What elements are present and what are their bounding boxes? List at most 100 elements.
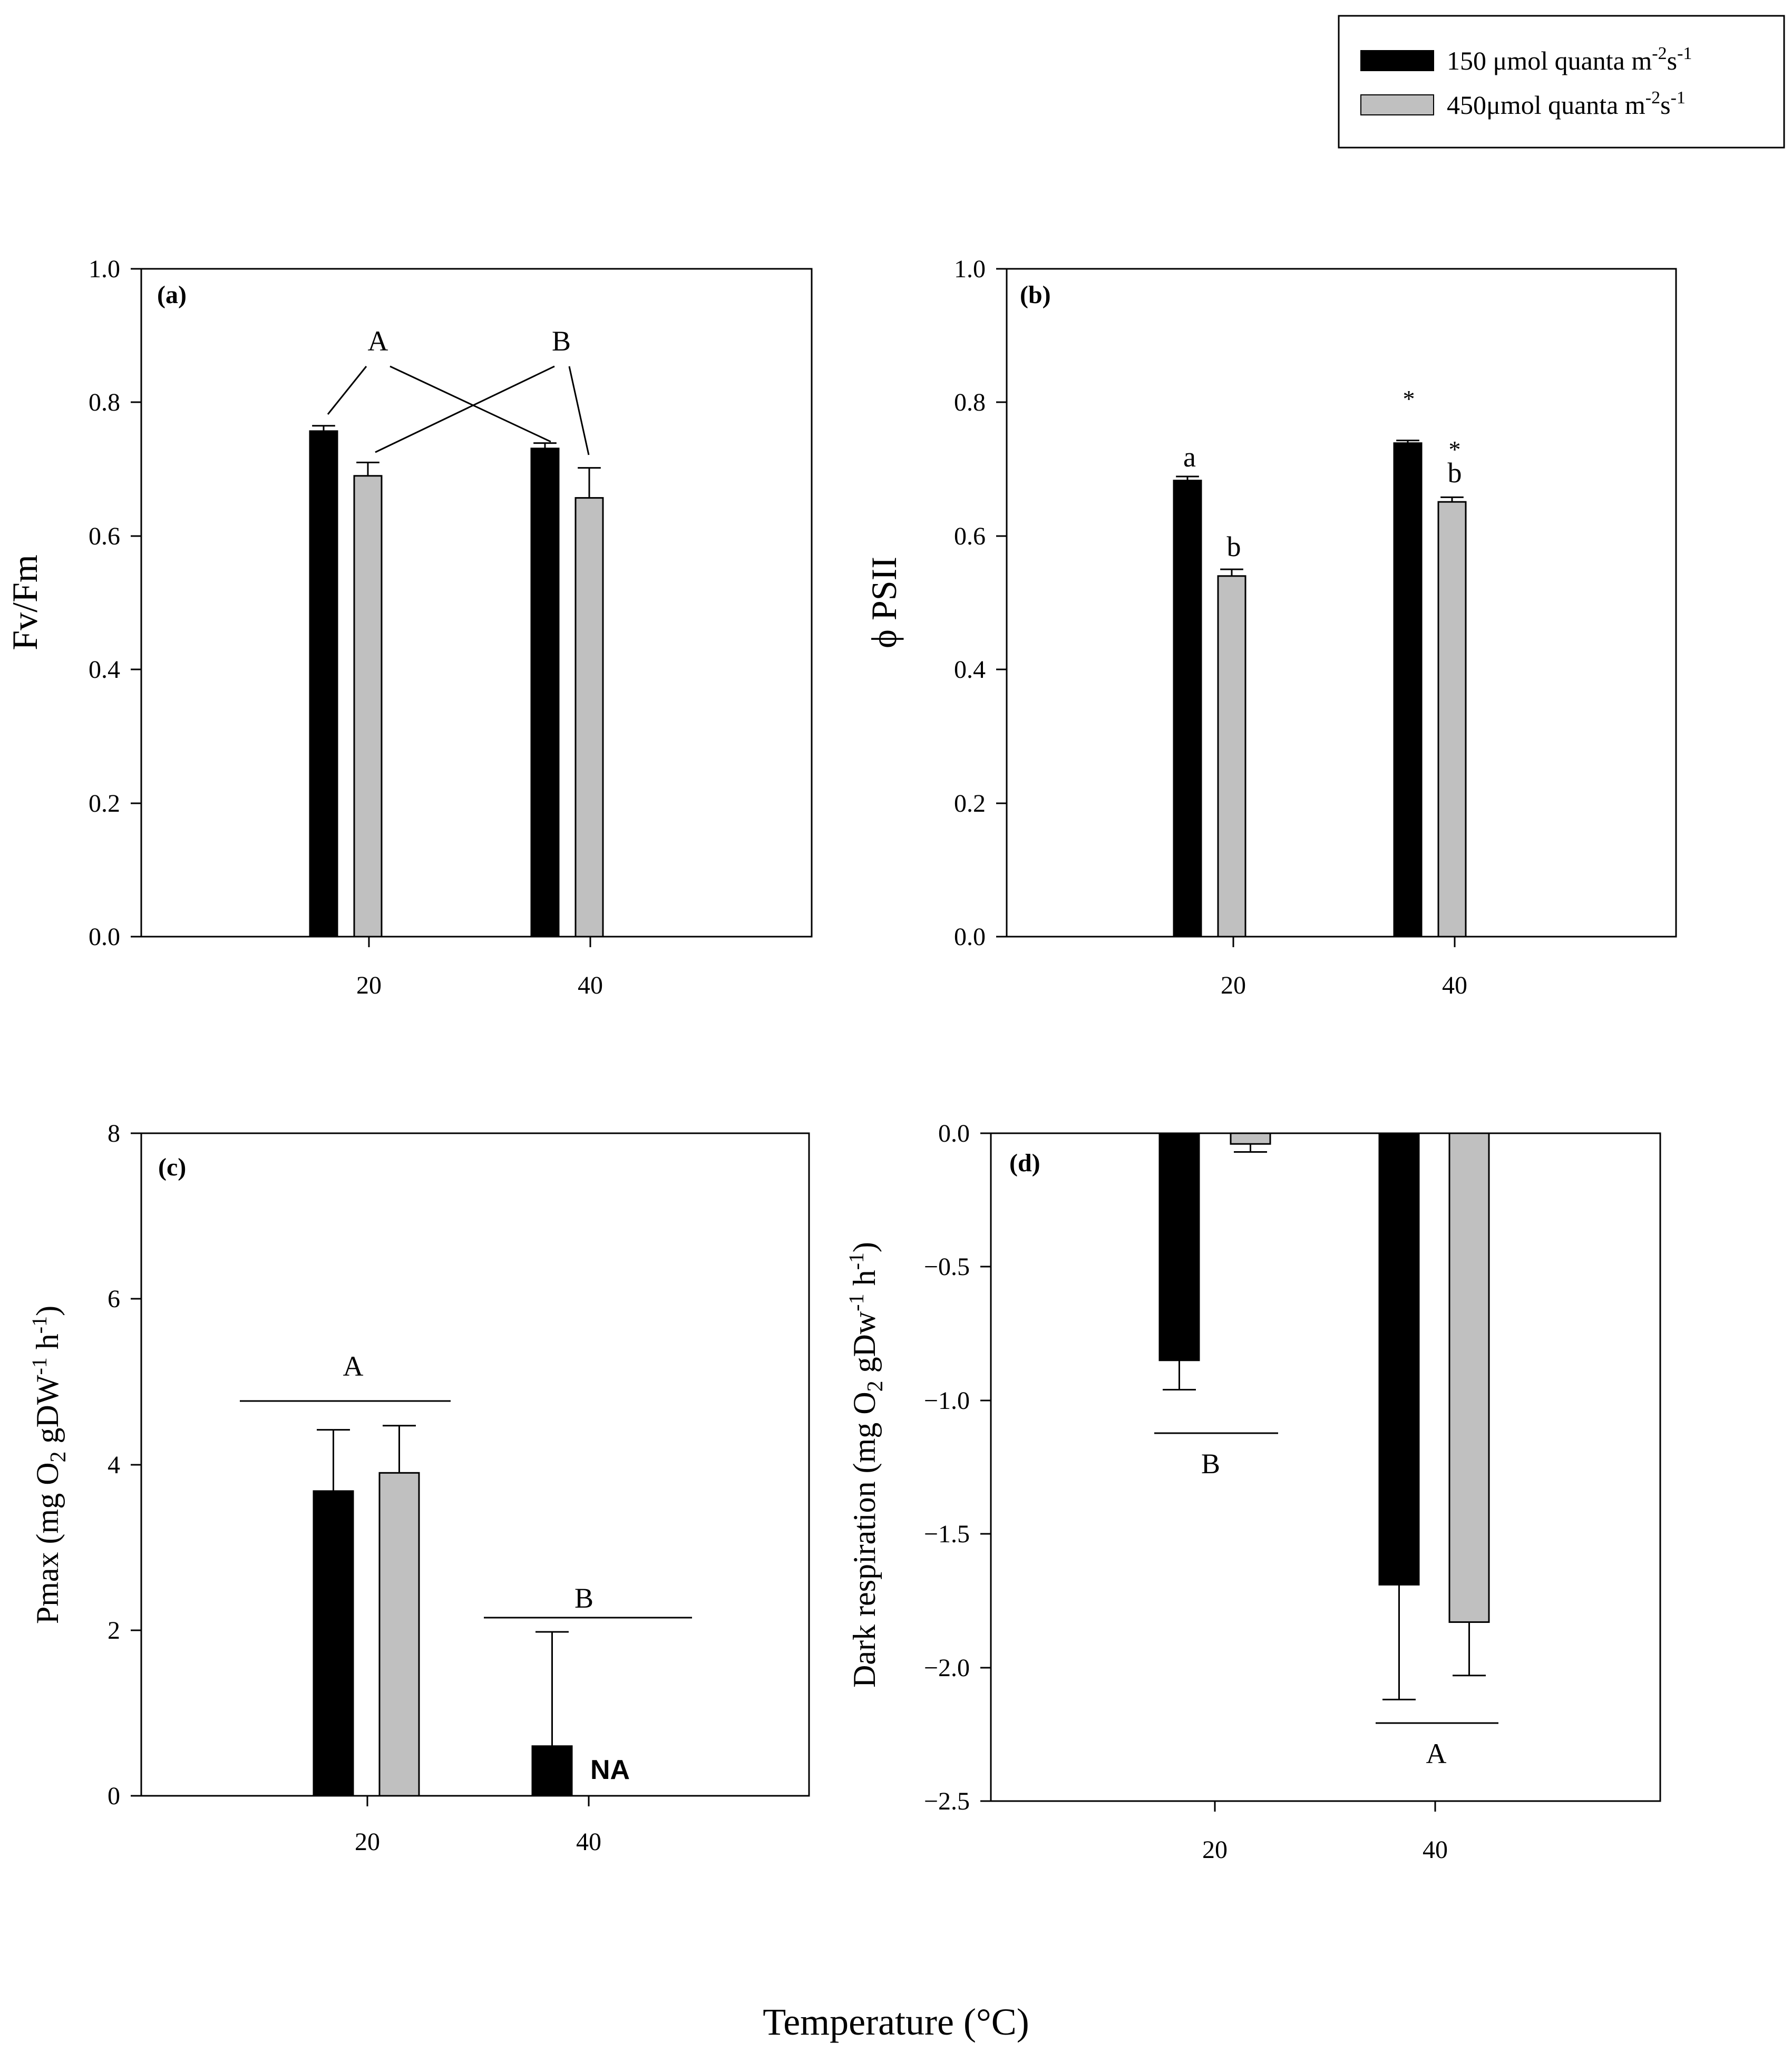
panel-a-ytick-5: 1.0 [89, 255, 120, 283]
panel-a-xtick-40: 40 [578, 971, 603, 999]
panel-d-ytick-labels: 0.0 −0.5 −1.0 −1.5 −2.0 −2.5 [924, 1120, 970, 1815]
panel-d-xtick-40: 40 [1423, 1836, 1448, 1864]
panel-a-bar-series1-20 [309, 430, 338, 938]
panel-b-ylabel: ϕ PSII [864, 557, 904, 648]
panel-c-ytick-4: 8 [108, 1120, 120, 1147]
panel-a-annotation-B: B [552, 325, 571, 357]
panel-c-ylabel: Pmax (mg O2 gDW-1 h-1) [27, 1306, 71, 1624]
panel-a-error-series2-40 [578, 467, 601, 498]
panel-c-ytick-3: 6 [108, 1285, 120, 1313]
panel-c-errorbars [317, 1425, 569, 1746]
panel-b-ytick-3: 0.6 [954, 522, 986, 550]
panel-d-ytick-1: −0.5 [924, 1253, 970, 1281]
panel-c: 0 2 4 6 8 20 40 Pmax (mg O2 gDW-1 h-1) (… [27, 1120, 810, 1856]
panel-a-ytick-1: 0.2 [89, 790, 120, 818]
panel-a-annotation-A: A [368, 325, 388, 357]
panel-b-errorbars [1176, 440, 1464, 576]
panel-b-ytick-0: 0.0 [954, 923, 986, 951]
panel-a-yticks [131, 268, 591, 947]
panel-b-ytick-2: 0.4 [954, 656, 986, 684]
panel-d-ylabel: Dark respiration (mg O2 gDw-1 h-1) [844, 1242, 888, 1688]
panel-a-ytick-4: 0.8 [89, 388, 120, 416]
panel-a-ytick-0: 0.0 [89, 923, 120, 951]
panel-d-error-series2-40 [1453, 1622, 1486, 1677]
panel-c-bars [313, 1472, 573, 1797]
panel-c-panel-label: (c) [158, 1153, 186, 1181]
legend-label-series2: 450μmol quanta m-2s-1 [1447, 88, 1686, 120]
panel-d-bar-series1-20 [1158, 1132, 1200, 1361]
legend-box [1338, 15, 1785, 149]
x-axis-label: Temperature (°C) [763, 2001, 1029, 2043]
panel-d-panel-label: (d) [1009, 1149, 1040, 1177]
panel-c-na-label: NA [590, 1755, 630, 1785]
panel-a-ytick-2: 0.4 [89, 656, 120, 684]
panel-b-bar-series1-20 [1173, 480, 1202, 938]
panel-a-bars [309, 430, 604, 938]
panel-b-bars [1173, 442, 1467, 938]
panel-d-yticks [980, 1132, 1436, 1812]
panel-c-annotation-B: B [574, 1582, 593, 1614]
legend-swatch-series1 [1360, 50, 1434, 71]
legend: 150 μmol quanta m-2s-1 450μmol quanta m-… [1338, 15, 1785, 149]
panel-c-bar-series1-40 [531, 1745, 573, 1797]
legend-swatch-series2 [1360, 94, 1434, 115]
panel-b-error-series1-20 [1176, 475, 1199, 481]
panel-a-xtick-20: 20 [356, 971, 382, 999]
panel-a-ytick-3: 0.6 [89, 522, 120, 550]
panel-c-ytick-0: 0 [108, 1782, 120, 1810]
panel-a-panel-label: (a) [157, 281, 187, 309]
panel-d-ytick-0: 0.0 [938, 1120, 970, 1147]
panel-b: 0.0 0.2 0.4 0.6 0.8 1.0 20 40 ϕ PSII (b)… [864, 255, 1677, 999]
panel-b-error-series2-40 [1440, 496, 1464, 502]
panel-b-ytick-4: 0.8 [954, 388, 986, 416]
panel-b-ytick-labels: 0.0 0.2 0.4 0.6 0.8 1.0 [954, 255, 986, 951]
panel-d-annotation-B: B [1201, 1448, 1220, 1480]
panel-b-bar-series2-40 [1437, 501, 1467, 938]
panel-d-ytick-3: −1.5 [924, 1520, 970, 1548]
panel-a-bar-series2-20 [353, 475, 383, 938]
panel-b-error-series1-40 [1396, 440, 1419, 443]
panel-b-ytick-5: 1.0 [954, 255, 986, 283]
panel-b-bar-series2-20 [1217, 575, 1246, 938]
panel-b-error-series2-20 [1220, 568, 1243, 576]
panel-c-ytick-labels: 0 2 4 6 8 [108, 1120, 120, 1810]
panel-d-error-series1-20 [1163, 1360, 1196, 1391]
panel-c-bar-series1-20 [313, 1490, 354, 1797]
panel-a-errorbars [312, 425, 601, 498]
panel-b-letters: a b a b * * [1183, 385, 1462, 562]
panel-a-connectors [327, 365, 590, 455]
panel-a-bar-series2-40 [574, 497, 604, 938]
panel-c-annotation-A: A [343, 1350, 364, 1382]
panel-d-bars [1158, 1132, 1490, 1623]
panel-b-frame [1006, 268, 1677, 938]
panel-d-xtick-20: 20 [1202, 1836, 1228, 1864]
panel-c-bar-series2-20 [378, 1472, 420, 1797]
panel-d-errorbars [1163, 1144, 1486, 1700]
legend-label-series1: 150 μmol quanta m-2s-1 [1447, 44, 1692, 75]
panel-d-ytick-2: −1.0 [924, 1387, 970, 1415]
panel-d-frame [990, 1132, 1661, 1802]
panel-c-frame [140, 1132, 810, 1797]
panel-a: 0.0 0.2 0.4 0.6 0.8 1.0 20 40 Fv/Fm (a) … [5, 255, 813, 999]
panel-b-letter-series1-20: a [1183, 441, 1196, 473]
panel-a-error-series2-20 [356, 461, 379, 476]
panel-d: 0.0 −0.5 −1.0 −1.5 −2.0 −2.5 20 40 Dark … [844, 1120, 1661, 1864]
panel-a-frame [140, 268, 813, 938]
panel-b-letter-series2-40: b [1448, 457, 1462, 489]
panel-d-ytick-5: −2.5 [924, 1787, 970, 1815]
panel-b-yticks [996, 268, 1456, 947]
panel-a-ytick-labels: 0.0 0.2 0.4 0.6 0.8 1.0 [89, 255, 120, 951]
panel-c-ytick-1: 2 [108, 1617, 120, 1645]
panel-b-ytick-1: 0.2 [954, 790, 986, 818]
panel-d-bar-series2-20 [1230, 1132, 1271, 1145]
panel-b-panel-label: (b) [1020, 281, 1051, 309]
panel-d-ytick-4: −2.0 [924, 1654, 970, 1682]
panel-b-xtick-40: 40 [1442, 971, 1467, 999]
panel-b-star-40-series2: * [1449, 436, 1461, 463]
panel-c-error-series1-20 [317, 1429, 350, 1491]
panel-b-bar-series1-40 [1393, 442, 1423, 938]
panel-d-annotation-A: A [1426, 1738, 1447, 1769]
panel-c-error-series2-20 [383, 1425, 416, 1473]
panel-b-letter-series1-40: a [1403, 441, 1415, 473]
